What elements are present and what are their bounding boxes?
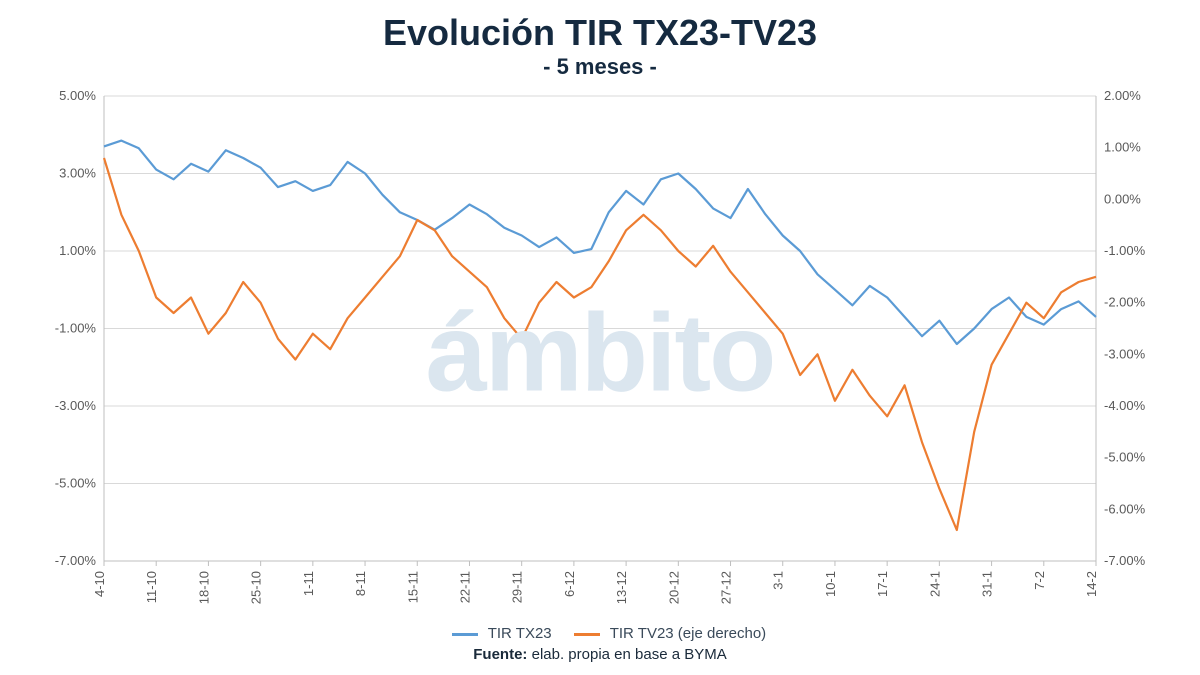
source-text: elab. propia en base a BYMA	[532, 646, 727, 663]
svg-text:-3.00%: -3.00%	[1104, 346, 1146, 361]
legend-label-0: TIR TX23	[488, 625, 552, 642]
x-tick-label: 29-11	[510, 571, 525, 603]
svg-text:1.00%: 1.00%	[59, 243, 96, 258]
svg-text:-1.00%: -1.00%	[55, 320, 97, 335]
chart-subtitle: - 5 meses -	[30, 54, 1170, 80]
x-tick-label: 3-1	[771, 571, 786, 590]
svg-text:-3.00%: -3.00%	[55, 398, 97, 413]
x-tick-label: 14-2	[1084, 571, 1099, 597]
svg-text:2.00%: 2.00%	[1104, 88, 1141, 103]
x-tick-label: 11-10	[144, 571, 159, 603]
svg-text:0.00%: 0.00%	[1104, 191, 1141, 206]
chart-area: ámbito -7.00%-5.00%-3.00%-1.00%1.00%3.00…	[30, 86, 1170, 621]
chart-legend: TIR TX23 TIR TV23 (eje derecho)	[30, 625, 1170, 642]
x-tick-label: 13-12	[614, 571, 629, 604]
x-tick-label: 27-12	[719, 571, 734, 604]
x-tick-label: 25-10	[249, 571, 264, 604]
svg-text:5.00%: 5.00%	[59, 88, 96, 103]
x-tick-label: 24-1	[927, 571, 942, 597]
svg-text:-7.00%: -7.00%	[55, 553, 97, 568]
svg-text:-1.00%: -1.00%	[1104, 243, 1146, 258]
x-tick-label: 7-2	[1032, 571, 1047, 590]
series-line-1	[104, 158, 1096, 530]
x-tick-label: 22-11	[457, 571, 472, 603]
x-tick-label: 1-11	[301, 571, 316, 596]
legend-swatch-1	[574, 633, 600, 636]
svg-text:-5.00%: -5.00%	[1104, 449, 1146, 464]
svg-text:-5.00%: -5.00%	[55, 475, 97, 490]
svg-text:-6.00%: -6.00%	[1104, 501, 1146, 516]
legend-swatch-0	[452, 633, 478, 636]
x-tick-label: 31-1	[980, 571, 995, 597]
series-line-0	[104, 140, 1096, 343]
x-tick-label: 18-10	[196, 571, 211, 604]
legend-label-1: TIR TV23 (eje derecho)	[610, 625, 766, 642]
svg-text:-7.00%: -7.00%	[1104, 553, 1146, 568]
chart-source: Fuente: elab. propia en base a BYMA	[30, 646, 1170, 663]
x-tick-label: 15-11	[405, 571, 420, 603]
svg-text:1.00%: 1.00%	[1104, 139, 1141, 154]
svg-text:3.00%: 3.00%	[59, 165, 96, 180]
x-tick-label: 4-10	[92, 571, 107, 597]
x-tick-label: 10-1	[823, 571, 838, 597]
x-tick-label: 17-1	[875, 571, 890, 597]
line-chart: -7.00% -5.00% -3.00% -1.00% 1.00% 3.00% 5.00% -…	[30, 86, 1170, 621]
svg-text:-2.00%: -2.00%	[1104, 294, 1146, 309]
svg-text:-4.00%: -4.00%	[1104, 398, 1146, 413]
source-label: Fuente:	[473, 646, 527, 663]
chart-title: Evolución TIR TX23-TV23	[30, 14, 1170, 52]
x-tick-label: 6-12	[562, 571, 577, 597]
x-tick-label: 20-12	[666, 571, 681, 604]
x-tick-label: 8-11	[353, 571, 368, 596]
